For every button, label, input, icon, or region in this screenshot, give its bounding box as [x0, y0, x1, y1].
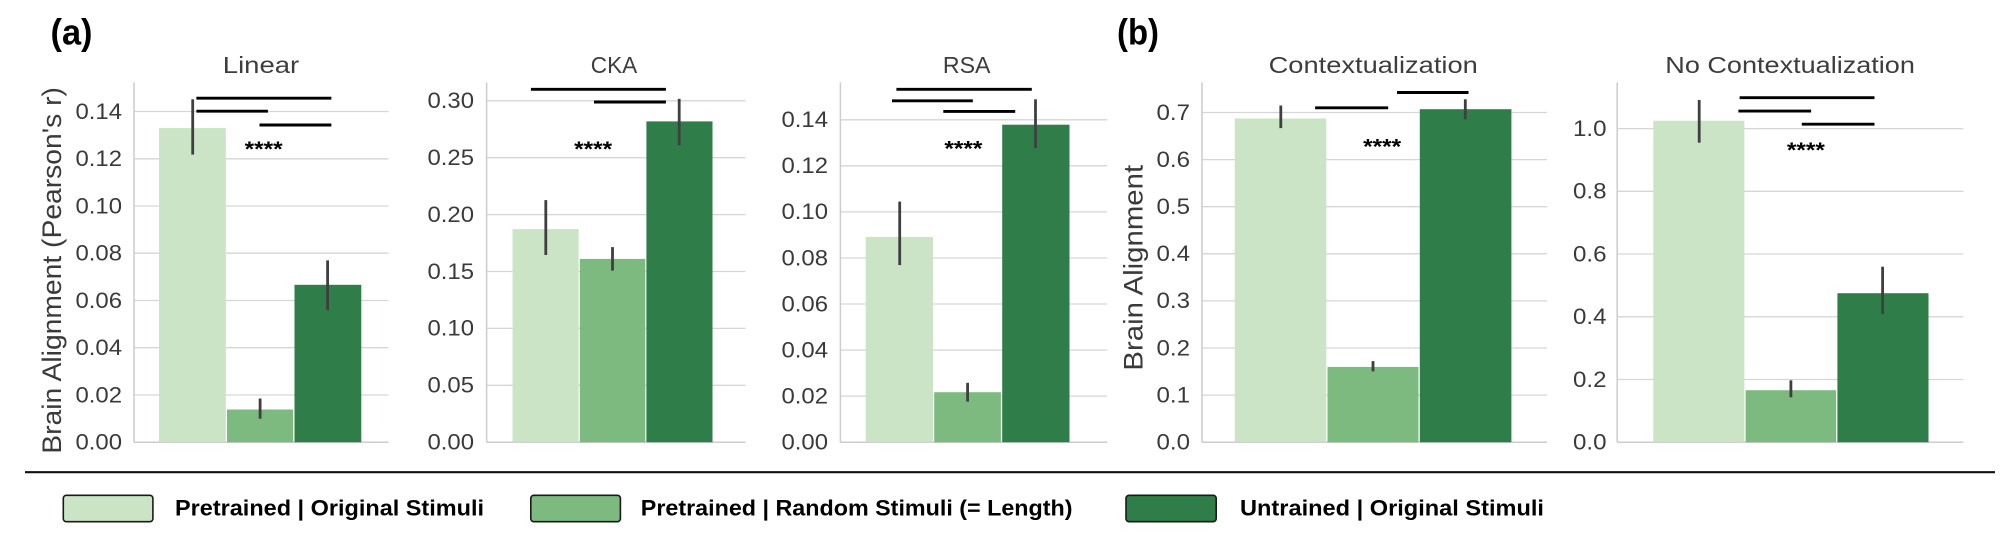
- svg-text:****: ****: [944, 138, 983, 161]
- svg-text:0.05: 0.05: [428, 373, 475, 398]
- svg-text:0.00: 0.00: [782, 430, 829, 455]
- svg-text:0.30: 0.30: [428, 88, 475, 113]
- svg-text:CKA: CKA: [591, 52, 638, 78]
- svg-text:0.1: 0.1: [1157, 382, 1191, 407]
- svg-text:0.06: 0.06: [782, 291, 829, 316]
- svg-text:0.15: 0.15: [428, 259, 475, 284]
- svg-text:Pretrained | Original Stimuli: Pretrained | Original Stimuli: [175, 496, 484, 521]
- svg-text:0.5: 0.5: [1157, 194, 1191, 219]
- svg-text:0.00: 0.00: [76, 430, 123, 455]
- svg-text:0.12: 0.12: [782, 153, 829, 178]
- svg-text:Pretrained | Random Stimuli (=: Pretrained | Random Stimuli (= Length): [641, 496, 1073, 521]
- svg-text:Linear: Linear: [223, 52, 300, 78]
- svg-text:1.0: 1.0: [1573, 116, 1607, 141]
- svg-text:****: ****: [1363, 136, 1402, 159]
- svg-text:Contextualization: Contextualization: [1269, 52, 1478, 78]
- svg-text:0.4: 0.4: [1573, 304, 1607, 329]
- svg-text:0.08: 0.08: [76, 241, 123, 266]
- svg-text:0.06: 0.06: [76, 288, 123, 313]
- svg-text:0.6: 0.6: [1157, 147, 1191, 172]
- svg-text:0.04: 0.04: [76, 335, 123, 360]
- svg-text:0.20: 0.20: [428, 202, 475, 227]
- svg-text:0.04: 0.04: [782, 337, 829, 362]
- svg-text:0.7: 0.7: [1157, 100, 1191, 125]
- svg-text:0.3: 0.3: [1157, 288, 1191, 313]
- svg-text:0.4: 0.4: [1157, 241, 1191, 266]
- svg-text:(a): (a): [51, 11, 93, 52]
- svg-text:****: ****: [245, 138, 284, 161]
- svg-text:0.02: 0.02: [782, 383, 829, 408]
- svg-text:0.02: 0.02: [76, 382, 123, 407]
- svg-text:****: ****: [1787, 139, 1826, 162]
- svg-text:0.0: 0.0: [1573, 430, 1607, 455]
- svg-text:0.6: 0.6: [1573, 241, 1607, 266]
- svg-text:Brain Alignment (Pearson's r): Brain Alignment (Pearson's r): [37, 87, 67, 454]
- svg-text:0.08: 0.08: [782, 245, 829, 270]
- svg-text:RSA: RSA: [943, 52, 991, 78]
- svg-text:0.10: 0.10: [76, 193, 123, 218]
- svg-text:0.12: 0.12: [76, 146, 123, 171]
- svg-text:0.14: 0.14: [76, 99, 123, 124]
- svg-text:0.25: 0.25: [428, 145, 475, 170]
- svg-text:(b): (b): [1117, 11, 1159, 52]
- svg-text:Brain Alignment: Brain Alignment: [1118, 164, 1148, 370]
- svg-text:0.10: 0.10: [428, 316, 475, 341]
- svg-text:0.2: 0.2: [1157, 335, 1191, 360]
- svg-text:0.2: 0.2: [1573, 367, 1607, 392]
- svg-text:0.8: 0.8: [1573, 179, 1607, 204]
- svg-text:****: ****: [574, 138, 613, 161]
- svg-text:0.10: 0.10: [782, 199, 829, 224]
- svg-text:0.00: 0.00: [428, 430, 475, 455]
- svg-text:0.14: 0.14: [782, 107, 829, 132]
- svg-text:No Contextualization: No Contextualization: [1665, 52, 1915, 78]
- svg-text:0.0: 0.0: [1157, 430, 1191, 455]
- svg-text:Untrained | Original Stimuli: Untrained | Original Stimuli: [1240, 496, 1544, 521]
